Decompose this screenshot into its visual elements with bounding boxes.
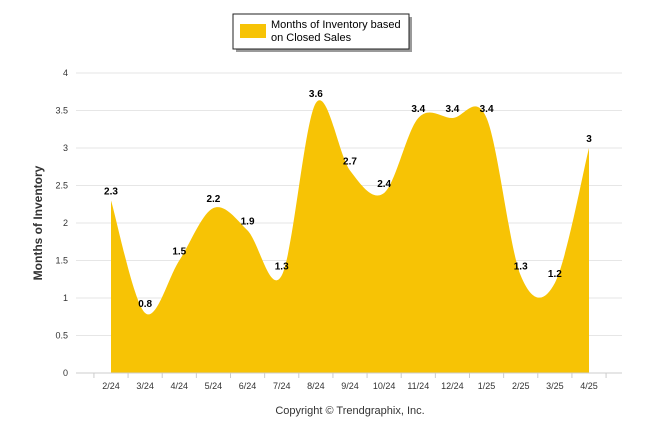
y-tick-label: 3.5 (55, 106, 68, 116)
data-label: 2.7 (343, 157, 357, 168)
y-tick-label: 0.5 (55, 331, 68, 341)
legend-swatch (240, 24, 266, 38)
x-tick-label: 3/25 (546, 381, 564, 391)
data-label: 2.4 (377, 179, 391, 190)
data-label: 1.5 (172, 247, 186, 258)
x-tick-label: 2/24 (102, 381, 120, 391)
data-label: 1.3 (275, 262, 289, 273)
data-label: 1.2 (548, 269, 562, 280)
data-label: 3.4 (411, 104, 425, 115)
data-label: 1.3 (514, 262, 528, 273)
x-tick-label: 5/24 (205, 381, 223, 391)
series-area (111, 100, 589, 373)
data-label: 0.8 (138, 299, 152, 310)
area-series-months-of-inventory (111, 100, 589, 373)
x-tick-label: 3/24 (136, 381, 154, 391)
data-label: 2.3 (104, 187, 118, 198)
legend[interactable]: Months of Inventory based on Closed Sale… (232, 13, 412, 52)
x-tick-label: 9/24 (341, 381, 359, 391)
y-tick-label: 3 (63, 143, 68, 153)
x-tick-label: 10/24 (373, 381, 396, 391)
y-tick-label: 1.5 (55, 256, 68, 266)
x-tick-label: 11/24 (407, 381, 429, 391)
y-tick-label: 0 (63, 368, 68, 378)
data-label: 2.2 (206, 194, 220, 205)
y-tick-label: 4 (63, 68, 68, 78)
x-tick-label: 4/24 (171, 381, 189, 391)
x-tick-label: 7/24 (273, 381, 291, 391)
data-label: 1.9 (241, 217, 255, 228)
y-tick-label: 2 (63, 218, 68, 228)
copyright-text: Copyright © Trendgraphix, Inc. (275, 405, 424, 417)
x-tick-label: 8/24 (307, 381, 325, 391)
data-label: 3.6 (309, 89, 323, 100)
x-tick-label: 6/24 (239, 381, 257, 391)
y-tick-label: 2.5 (55, 181, 68, 191)
data-label: 3.4 (480, 104, 494, 115)
legend-label-line-2: on Closed Sales (271, 32, 352, 44)
y-tick-label: 1 (63, 293, 68, 303)
x-tick-label: 1/25 (478, 381, 496, 391)
data-labels: 2.3 0.8 1.5 2.2 1.9 1.3 3.6 2.7 2.4 3.4 3.4 3.4 1.3 1… (104, 89, 592, 310)
data-label: 3.4 (445, 104, 459, 115)
x-tick-label: 2/25 (512, 381, 530, 391)
legend-label-line-1: Months of Inventory based (271, 19, 401, 31)
data-label: 3 (586, 134, 592, 145)
axes: 2/24 3/24 4/24 5/24 6/24 7/24 8/24 9/24 10/24 11/… (76, 372, 622, 391)
x-tick-label: 12/24 (441, 381, 464, 391)
x-tick-label: 4/25 (580, 381, 598, 391)
y-axis-title: Months of Inventory (31, 165, 45, 280)
